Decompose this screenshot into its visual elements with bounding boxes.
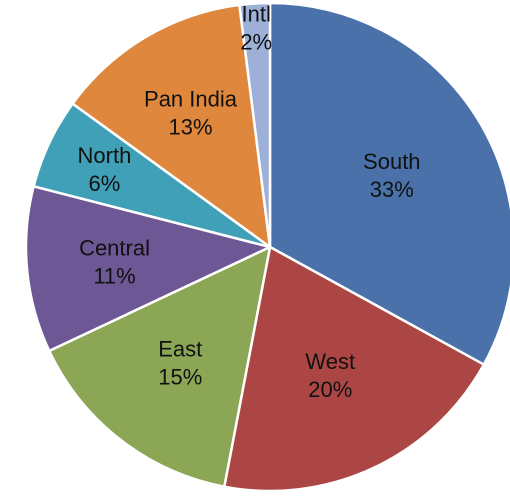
slice-percent-label: 11% <box>93 264 135 289</box>
slice-label: Pan India <box>144 86 238 111</box>
pie-slice-west <box>223 245 486 493</box>
slice-percent-label: 6% <box>89 171 121 196</box>
pie-slice-pan-india <box>71 3 272 249</box>
pie-slice-south <box>268 1 510 366</box>
slice-label: East <box>158 336 202 361</box>
slice-percent-label: 13% <box>168 114 212 139</box>
pie-slice-east <box>47 245 272 488</box>
slice-label: South <box>363 149 421 174</box>
slice-percent-label: 2% <box>240 30 272 55</box>
slice-percent-label: 33% <box>370 177 414 202</box>
pie-slice-intl <box>238 1 272 249</box>
slice-percent-label: 20% <box>308 377 352 402</box>
slice-label: West <box>305 349 355 374</box>
pie-slices <box>24 1 510 493</box>
slice-label: Central <box>79 236 150 261</box>
pie-slice-central <box>24 185 272 353</box>
pie-labels: South 33% West 20% East 15% Central 11% North 6% P… <box>78 2 421 402</box>
slice-label: Intl <box>242 2 271 27</box>
slice-label: North <box>78 143 132 168</box>
slice-percent-label: 15% <box>158 364 202 389</box>
